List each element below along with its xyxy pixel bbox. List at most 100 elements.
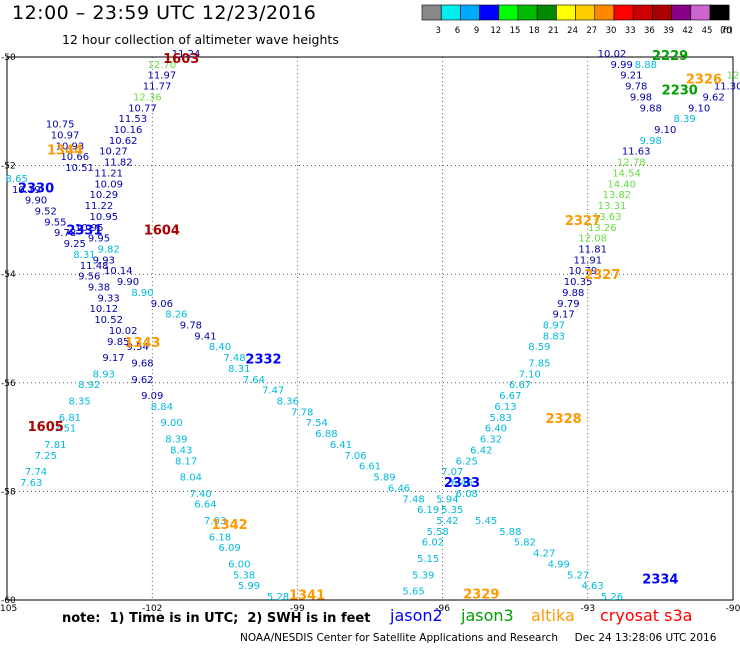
y-tick-label: -60 xyxy=(1,596,16,606)
y-tick-label: -54 xyxy=(1,270,16,280)
wave-height-value: 5.88 xyxy=(499,527,521,538)
wave-height-value: 10.52 xyxy=(94,315,123,326)
wave-height-value: 12.78 xyxy=(617,158,646,169)
wave-height-value: 11.63 xyxy=(622,147,651,158)
wave-height-value: 9.38 xyxy=(88,282,110,293)
wave-height-value: 4.63 xyxy=(582,581,604,592)
wave-height-value: 8.97 xyxy=(543,321,565,332)
wave-height-value: 9.99 xyxy=(611,60,633,71)
colorbar-tick-label: 42 xyxy=(682,26,693,36)
wave-height-value: 7.07 xyxy=(441,467,463,478)
wave-height-value: 12.08 xyxy=(578,234,607,245)
pass-time-label: 2229 xyxy=(652,49,688,64)
wave-height-value: 6.13 xyxy=(494,402,516,413)
colorbar-tick-label: 6 xyxy=(455,26,460,36)
pass-time-label: 2331 xyxy=(66,224,102,239)
pass-time-label: 2327 xyxy=(584,268,620,283)
wave-height-value: 9.88 xyxy=(562,288,584,299)
wave-height-value: 4.27 xyxy=(533,549,555,560)
wave-height-value: 9.93 xyxy=(93,255,115,266)
pass-time-label: 1341 xyxy=(289,589,325,604)
wave-height-value: 8.17 xyxy=(175,456,197,467)
wave-height-value: 6.00 xyxy=(228,559,250,570)
legend-altika: altika xyxy=(531,606,575,625)
wave-height-value: 10.95 xyxy=(75,223,104,234)
wave-height-value: 10.75 xyxy=(46,120,75,131)
wave-height-value: 10.09 xyxy=(94,179,123,190)
pass-time-label: 2333 xyxy=(444,476,480,491)
wave-height-value: 6.32 xyxy=(480,435,502,446)
wave-height-value: 6.81 xyxy=(59,413,81,424)
wave-height-value: 7.25 xyxy=(35,451,57,462)
wave-height-value: 5.42 xyxy=(436,516,458,527)
wave-height-value: 9.09 xyxy=(141,391,163,402)
wave-height-value: 5.15 xyxy=(417,554,439,565)
plot-frame xyxy=(6,56,734,601)
colorbar-tick-label: 36 xyxy=(644,26,655,36)
wave-height-value: 12 xyxy=(727,71,740,82)
wave-height-value: 8.84 xyxy=(151,402,173,413)
wave-height-value: 9.78 xyxy=(54,228,76,239)
wave-height-value: 8.92 xyxy=(78,380,100,391)
wave-height-value: 9.98 xyxy=(630,92,652,103)
wave-height-value: 10.27 xyxy=(99,147,128,158)
wave-height-value: 7.78 xyxy=(291,407,313,418)
wave-height-value: 6.46 xyxy=(451,478,473,489)
wave-height-value: 9.17 xyxy=(552,310,574,321)
x-tick-label: -96 xyxy=(435,604,450,614)
wave-height-value: 10.95 xyxy=(89,212,118,223)
wave-height-value: 10.66 xyxy=(60,152,89,163)
pass-time-label: 1342 xyxy=(212,518,248,533)
colorbar-tick-label: 24 xyxy=(567,26,578,36)
wave-height-value: 5.94 xyxy=(436,494,458,505)
colorbar-tick-label: 15 xyxy=(510,26,521,36)
wave-height-value: 9.10 xyxy=(654,125,676,136)
chart-subtitle: 12 hour collection of altimeter wave hei… xyxy=(62,32,339,47)
colorbar-tick-label: 21 xyxy=(548,26,559,36)
wave-height-value: 7.63 xyxy=(20,478,42,489)
wave-height-value: 4.99 xyxy=(548,559,570,570)
wave-height-value: 9.82 xyxy=(98,244,120,255)
wave-height-value: 9.25 xyxy=(64,239,86,250)
colorbar-tick-label: 9 xyxy=(474,26,479,36)
wave-height-value: 13.26 xyxy=(588,223,617,234)
wave-height-value: 6.09 xyxy=(219,543,241,554)
wave-height-value: 7.81 xyxy=(44,440,66,451)
pass-time-label: 1604 xyxy=(144,224,180,239)
wave-height-value: 5.28 xyxy=(267,592,289,603)
pass-time-label: 2329 xyxy=(463,587,499,602)
colorbar-tick-label: 33 xyxy=(625,26,636,36)
wave-height-value: 10.97 xyxy=(51,130,80,141)
wave-height-value: 9.33 xyxy=(98,293,120,304)
wave-height-value: 8.93 xyxy=(93,369,115,380)
wave-height-value: 8.90 xyxy=(131,288,153,299)
wave-height-value: 5.58 xyxy=(427,527,449,538)
wave-height-value: 10.02 xyxy=(109,326,138,337)
wave-height-value: 6.25 xyxy=(456,456,478,467)
wave-height-value: 5.26 xyxy=(601,592,623,603)
wave-height-value: 11.22 xyxy=(85,201,114,212)
wave-height-value: 7.47 xyxy=(262,386,284,397)
wave-height-colorbar: 3 6 9 12 15 18 21 24 27 30 33 36 39 42 45 70(ft) xyxy=(421,4,733,36)
footer-credit: NOAA/NESDIS Center for Satellite Applica… xyxy=(240,632,717,644)
pass-time-label: 1344 xyxy=(47,143,83,158)
wave-height-value: 9.85 xyxy=(107,337,129,348)
wave-height-value: 7.85 xyxy=(528,359,550,370)
wave-height-value: 7.10 xyxy=(519,369,541,380)
wave-height-value: 11.53 xyxy=(119,114,148,125)
wave-height-value: 10.02 xyxy=(598,49,627,60)
wave-height-value: 7.64 xyxy=(243,375,265,386)
wave-height-value: 8.36 xyxy=(277,397,299,408)
legend-jason2: jason2 xyxy=(390,606,443,625)
wave-height-value: 7.51 xyxy=(54,424,76,435)
wave-height-value: 6.41 xyxy=(330,440,352,451)
wave-height-value: 9.90 xyxy=(25,196,47,207)
wave-height-value: 5.89 xyxy=(373,473,395,484)
y-tick-label: -50 xyxy=(1,53,16,63)
wave-height-value: 9.90 xyxy=(117,277,139,288)
y-tick-label: -52 xyxy=(1,162,16,172)
pass-time-label: 2327 xyxy=(565,214,601,229)
pass-time-label: 1603 xyxy=(163,52,199,67)
wave-height-value: 6.67 xyxy=(509,380,531,391)
colorbar-tick-label: 18 xyxy=(529,26,540,36)
